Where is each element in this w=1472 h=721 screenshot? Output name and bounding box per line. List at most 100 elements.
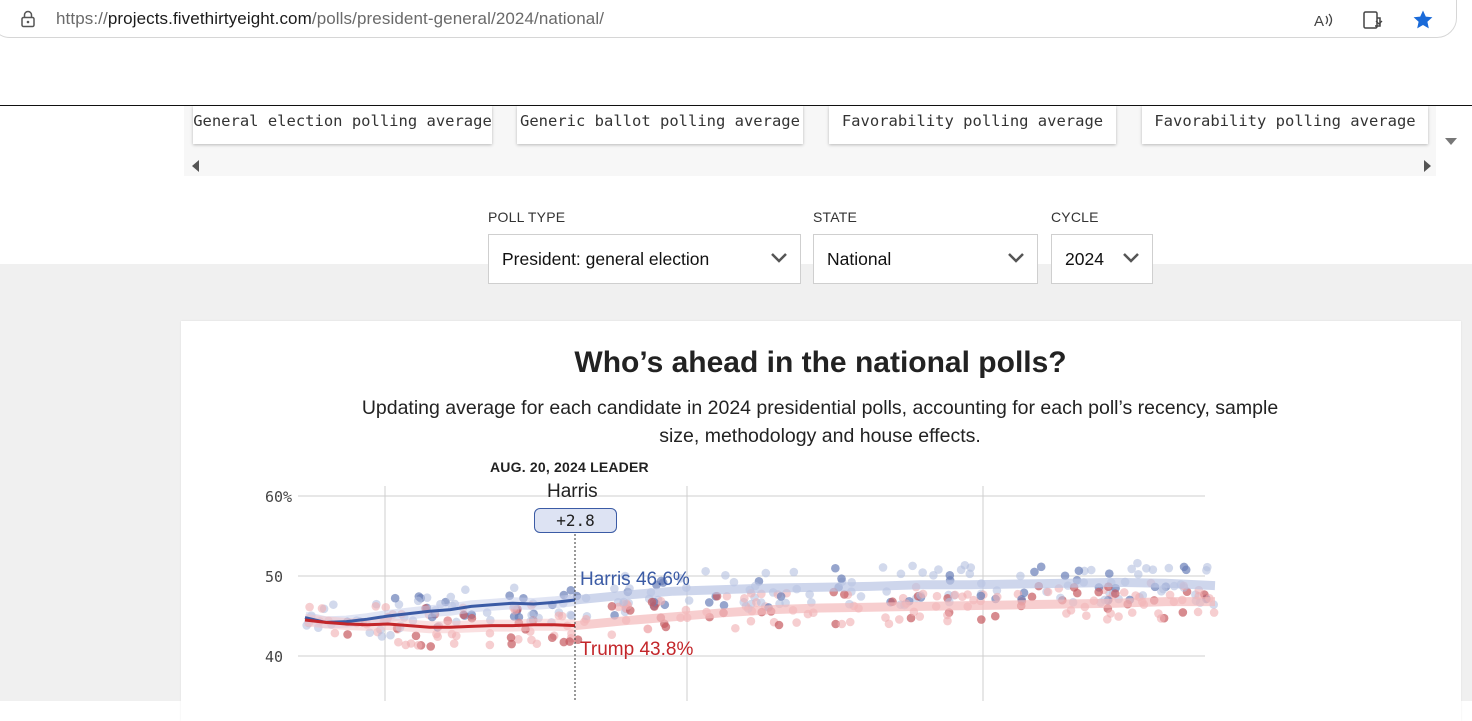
- trump-poll-dot[interactable]: [565, 637, 575, 646]
- scroll-down-arrow-icon[interactable]: [1445, 138, 1457, 145]
- trump-poll-dot[interactable]: [1209, 608, 1219, 617]
- trump-poll-dot[interactable]: [513, 635, 523, 644]
- trump-poll-dot[interactable]: [845, 617, 855, 627]
- trump-poll-dot[interactable]: [647, 597, 657, 607]
- harris-poll-dot[interactable]: [1202, 562, 1212, 572]
- harris-poll-dot[interactable]: [1133, 558, 1142, 568]
- harris-poll-dot[interactable]: [1030, 567, 1039, 577]
- address-pill[interactable]: [0, 0, 1457, 38]
- trump-poll-dot[interactable]: [1114, 612, 1123, 621]
- harris-poll-dot[interactable]: [394, 600, 404, 609]
- trump-poll-dot[interactable]: [731, 623, 740, 633]
- trump-poll-dot[interactable]: [1094, 587, 1103, 597]
- trump-poll-dot[interactable]: [1111, 589, 1120, 598]
- harris-poll-dot[interactable]: [1074, 566, 1084, 576]
- trump-poll-dot[interactable]: [774, 620, 784, 630]
- harris-poll-dot[interactable]: [446, 592, 456, 602]
- harris-poll-dot[interactable]: [377, 632, 387, 641]
- trump-poll-dot[interactable]: [411, 631, 421, 641]
- harris-poll-dot[interactable]: [929, 571, 938, 580]
- harris-poll-dot[interactable]: [729, 577, 739, 587]
- trump-poll-dot[interactable]: [381, 602, 391, 612]
- carousel-card-general-election[interactable]: General election polling average: [193, 106, 492, 144]
- favorite-star-icon[interactable]: [1412, 9, 1434, 31]
- carousel-left-arrow-icon[interactable]: [192, 160, 199, 172]
- harris-poll-dot[interactable]: [1142, 564, 1151, 573]
- harris-poll-dot[interactable]: [837, 574, 846, 583]
- trump-poll-dot[interactable]: [507, 639, 516, 649]
- trump-poll-dot[interactable]: [656, 596, 666, 606]
- trump-poll-dot[interactable]: [433, 632, 443, 641]
- harris-poll-dot[interactable]: [831, 563, 840, 573]
- harris-poll-dot[interactable]: [776, 592, 786, 601]
- harris-poll-dot[interactable]: [1133, 570, 1143, 579]
- harris-poll-dot[interactable]: [413, 596, 423, 606]
- harris-poll-dot[interactable]: [527, 610, 536, 620]
- trump-poll-dot[interactable]: [915, 612, 925, 621]
- harris-poll-dot[interactable]: [566, 585, 576, 595]
- trump-poll-dot[interactable]: [547, 633, 557, 643]
- trump-poll-dot[interactable]: [746, 616, 756, 626]
- harris-poll-dot[interactable]: [918, 568, 927, 577]
- trump-poll-dot[interactable]: [449, 639, 459, 648]
- harris-poll-dot[interactable]: [789, 567, 799, 577]
- trump-poll-dot[interactable]: [343, 630, 352, 639]
- trump-poll-dot[interactable]: [840, 590, 849, 599]
- harris-poll-dot[interactable]: [701, 566, 710, 576]
- immersive-reader-icon[interactable]: [1362, 9, 1384, 31]
- harris-poll-dot[interactable]: [965, 569, 975, 579]
- harris-poll-dot[interactable]: [1127, 564, 1136, 574]
- poll-type-select[interactable]: President: general election: [488, 234, 801, 284]
- trump-poll-dot[interactable]: [1102, 614, 1112, 624]
- harris-poll-dot[interactable]: [719, 600, 729, 610]
- trump-poll-dot[interactable]: [573, 635, 583, 644]
- trump-poll-dot[interactable]: [963, 590, 972, 599]
- harris-poll-dot[interactable]: [1164, 563, 1174, 573]
- trump-poll-dot[interactable]: [1193, 607, 1203, 617]
- harris-poll-dot[interactable]: [329, 600, 338, 609]
- trump-poll-dot[interactable]: [881, 613, 890, 622]
- trump-poll-dot[interactable]: [918, 589, 928, 599]
- trump-poll-dot[interactable]: [1027, 592, 1037, 602]
- trump-poll-dot[interactable]: [413, 641, 423, 650]
- trump-poll-dot[interactable]: [607, 601, 617, 611]
- trump-poll-dot[interactable]: [1043, 587, 1053, 597]
- trump-poll-dot[interactable]: [740, 593, 749, 603]
- harris-poll-dot[interactable]: [761, 568, 771, 578]
- polling-average-chart[interactable]: 60% 50 40 Harris 46.6% Trump 43.8%: [0, 0, 1472, 701]
- harris-poll-dot[interactable]: [976, 591, 986, 601]
- trump-poll-dot[interactable]: [406, 639, 416, 648]
- trump-poll-dot[interactable]: [831, 619, 840, 629]
- trump-poll-dot[interactable]: [1154, 609, 1163, 618]
- trump-poll-dot[interactable]: [884, 619, 894, 629]
- trump-poll-dot[interactable]: [317, 604, 327, 613]
- trump-poll-dot[interactable]: [532, 639, 542, 649]
- harris-poll-dot[interactable]: [1104, 569, 1114, 578]
- harris-poll-dot[interactable]: [386, 630, 395, 640]
- trump-poll-dot[interactable]: [990, 611, 1000, 621]
- trump-poll-dot[interactable]: [950, 590, 960, 600]
- harris-poll-dot[interactable]: [566, 610, 575, 620]
- harris-poll-dot[interactable]: [1138, 591, 1148, 600]
- trump-poll-dot[interactable]: [607, 630, 617, 639]
- cycle-select[interactable]: 2024: [1051, 234, 1153, 284]
- harris-poll-dot[interactable]: [721, 571, 730, 580]
- trump-poll-dot[interactable]: [394, 637, 403, 647]
- lock-icon[interactable]: [19, 10, 37, 28]
- harris-poll-dot[interactable]: [878, 563, 888, 572]
- trump-poll-dot[interactable]: [943, 616, 952, 626]
- read-aloud-icon[interactable]: A: [1313, 9, 1335, 31]
- trump-poll-dot[interactable]: [932, 591, 942, 601]
- trump-poll-dot[interactable]: [1072, 588, 1082, 598]
- harris-poll-dot[interactable]: [960, 560, 970, 570]
- trump-poll-dot[interactable]: [894, 615, 904, 624]
- harris-poll-dot[interactable]: [390, 593, 400, 603]
- harris-poll-dot[interactable]: [676, 573, 685, 583]
- trump-poll-dot[interactable]: [992, 592, 1002, 602]
- carousel-card-favorability-2[interactable]: Favorability polling average: [1142, 106, 1428, 144]
- harris-average-line[interactable]: [304, 598, 576, 624]
- trump-poll-dot[interactable]: [643, 624, 652, 634]
- trump-poll-dot[interactable]: [977, 615, 986, 624]
- harris-poll-dot[interactable]: [945, 571, 955, 580]
- harris-poll-dot[interactable]: [652, 580, 661, 590]
